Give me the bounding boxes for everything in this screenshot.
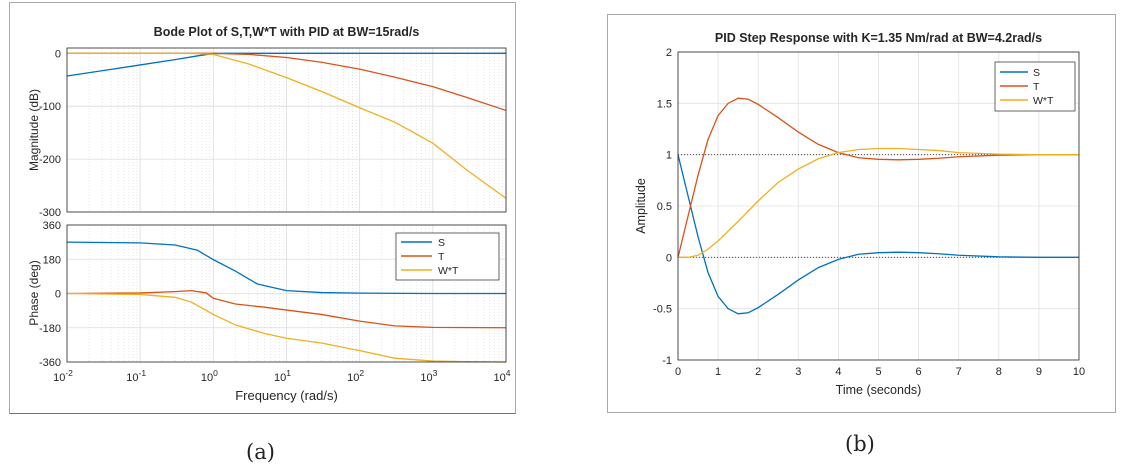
bode-xlabel: Frequency (rad/s) <box>235 388 338 403</box>
step-y-tick-label: 1.5 <box>657 98 672 110</box>
caption-a: (a) <box>246 440 275 464</box>
bode-x-tick-label: 10-2 <box>53 368 73 384</box>
step-y-tick-label: -0.5 <box>653 304 672 316</box>
bode-legend-label: W*T <box>438 265 459 277</box>
step-x-tick-label: 6 <box>916 366 922 378</box>
bode-legend-label: S <box>438 237 445 249</box>
bode-x-tick-label: 102 <box>347 368 364 384</box>
bode-legend: ST W*T <box>395 232 500 281</box>
step-x-tick-label: 10 <box>1073 366 1085 378</box>
bode-x-tick-label: 103 <box>420 368 437 384</box>
step-y-tick-label: 1 <box>666 150 672 162</box>
step-series-s <box>677 154 1079 315</box>
bode-title: Bode Plot of S,T,W*T with PID at BW=15ra… <box>154 25 420 39</box>
magnitude-axes-box <box>66 47 507 213</box>
step-y-tick-label: 2 <box>666 47 672 59</box>
phase-y-tick-label: -180 <box>39 323 61 335</box>
phase-axes-box <box>66 224 507 363</box>
step-series-wt <box>678 147 1079 258</box>
magnitude-y-tick-label: 0 <box>55 48 61 60</box>
bode-x-tick-label: 104 <box>494 368 511 384</box>
step-xlabel: Time (seconds) <box>836 383 922 397</box>
bode-x-tick-label: 100 <box>201 368 218 384</box>
bode-x-tick-label: 10-1 <box>126 368 146 384</box>
step-ylabel: Amplitude <box>634 178 648 234</box>
magnitude-series-wt <box>67 52 507 199</box>
magnitude-y-tick-label: -100 <box>39 101 61 113</box>
step-x-tick-label: 4 <box>835 366 841 378</box>
magnitude-ylabel: Magnitude (dB) <box>27 89 41 171</box>
step-legend-label: S <box>1033 67 1040 79</box>
bode-x-tick-label: 101 <box>274 368 291 384</box>
step-legend-label: T <box>1033 81 1040 93</box>
step-series-t <box>677 97 1079 258</box>
step-legend: ST W*T <box>994 61 1076 112</box>
step-y-tick-label: 0 <box>666 252 672 264</box>
phase-y-tick-label: 360 <box>43 220 61 232</box>
step-y-tick-label: 0.5 <box>657 201 672 213</box>
step-x-tick-label: 9 <box>1036 366 1042 378</box>
step-x-tick-label: 1 <box>715 366 721 378</box>
step-x-tick-label: 5 <box>875 366 881 378</box>
step-axes-box <box>677 51 1080 361</box>
phase-series-t <box>66 289 507 329</box>
magnitude-y-tick-label: -200 <box>39 154 61 166</box>
phase-series-s <box>66 241 506 295</box>
magnitude-panel: 0 -100 -200 -300 Magnitude (dB) <box>27 47 507 219</box>
phase-series-wt <box>66 292 507 363</box>
step-x-tick-label: 0 <box>675 366 681 378</box>
phase-y-tick-label: 0 <box>55 289 61 301</box>
phase-y-tick-label: -360 <box>39 357 61 369</box>
step-x-tick-label: 8 <box>996 366 1002 378</box>
step-legend-box <box>994 61 1076 112</box>
step-x-tick-label: 2 <box>755 366 761 378</box>
magnitude-y-tick-label: -300 <box>39 207 61 219</box>
step-y-tick-label: -1 <box>662 355 672 367</box>
phase-y-tick-label: 180 <box>43 254 61 266</box>
step-title: PID Step Response with K=1.35 Nm/rad at … <box>715 31 1042 45</box>
step-x-tick-label: 7 <box>956 366 962 378</box>
caption-b: (b) <box>845 432 875 456</box>
step-legend-label: W*T <box>1033 95 1054 107</box>
step-x-tick-label: 3 <box>795 366 801 378</box>
phase-ylabel: Phase (deg) <box>27 260 41 325</box>
bode-legend-label: T <box>438 251 445 263</box>
